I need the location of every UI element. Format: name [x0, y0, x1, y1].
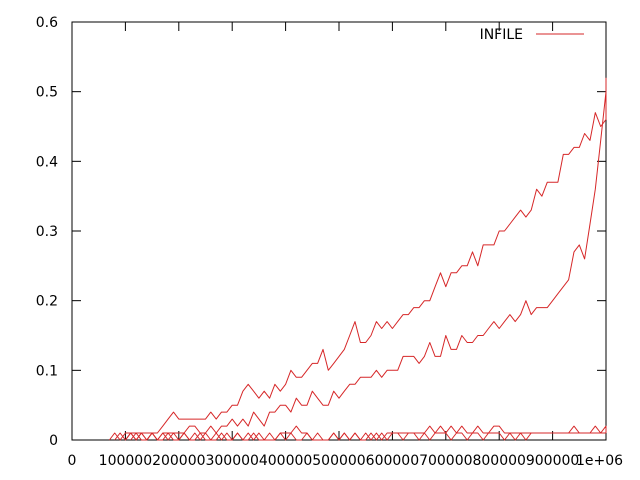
series-line-4	[130, 432, 606, 441]
y-tick-label: 0.4	[36, 154, 58, 170]
x-tick-label: 200000	[152, 453, 205, 469]
series-group	[109, 77, 607, 441]
legend: INFILE	[480, 27, 584, 43]
x-tick-label: 100000	[99, 453, 152, 469]
x-axis: 0 100000 200000 300000 400000 500000 600000 700…	[68, 22, 623, 469]
y-tick-label: 0	[49, 433, 58, 449]
x-tick-label: 0	[68, 453, 77, 469]
y-tick-label: 0.1	[36, 363, 58, 379]
x-tick-label: 800000	[472, 453, 525, 469]
series-line-2	[125, 91, 607, 441]
x-tick-label: 300000	[205, 453, 258, 469]
y-tick-label: 0.6	[36, 15, 58, 31]
x-tick-label: 900000	[526, 453, 579, 469]
x-tick-label: 600000	[366, 453, 419, 469]
y-axis: 0 0.1 0.2 0.3 0.4 0.5 0.6	[36, 15, 606, 449]
y-tick-label: 0.2	[36, 294, 58, 310]
x-tick-label: 400000	[259, 453, 312, 469]
y-tick-label: 0.5	[36, 85, 58, 101]
plot-frame	[71, 21, 607, 441]
legend-label: INFILE	[480, 27, 523, 43]
x-tick-label: 1e+06	[576, 453, 623, 469]
series-line-1	[109, 77, 607, 441]
y-tick-label: 0.3	[36, 224, 58, 240]
x-tick-label: 500000	[312, 453, 365, 469]
x-tick-label: 700000	[419, 453, 472, 469]
